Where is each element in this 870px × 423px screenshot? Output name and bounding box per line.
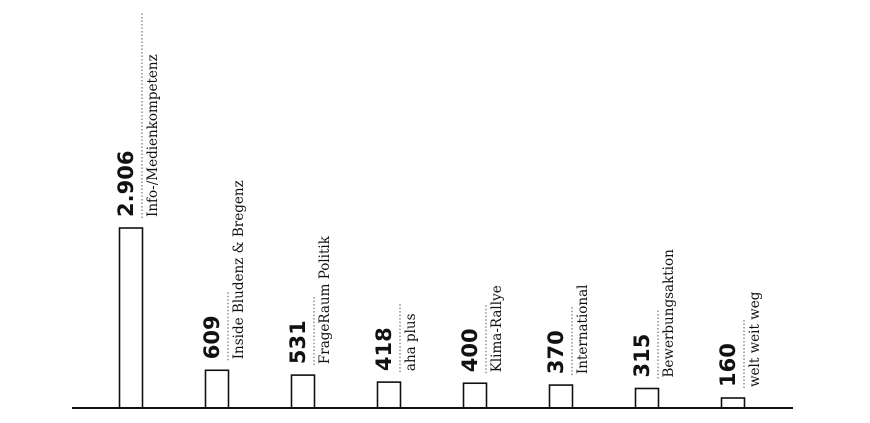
bars: 2.906 Info-/Medienkompetenz 609 Inside Blud…: [114, 12, 763, 409]
value-label-5: 370: [544, 330, 568, 374]
category-label-5: International: [575, 285, 591, 375]
bar-5: [548, 384, 574, 409]
bar-2: [290, 374, 316, 409]
bar-6: [634, 387, 660, 409]
value-label-0: 2.906: [114, 151, 138, 217]
value-label-7: 160: [716, 343, 740, 387]
category-label-2: FrageRaum Politik: [317, 235, 333, 364]
bar-0: [118, 227, 144, 409]
category-label-1: Inside Bludenz & Bregenz: [231, 180, 247, 359]
category-label-7: welt weit weg: [747, 291, 763, 387]
bar-4: [462, 382, 488, 409]
bar-7: [720, 397, 746, 409]
value-label-4: 400: [458, 328, 482, 372]
category-label-4: Klima-Rallye: [489, 285, 505, 372]
value-label-6: 315: [630, 334, 654, 378]
value-label-2: 531: [286, 320, 310, 364]
value-label-1: 609: [200, 315, 224, 359]
bar-1: [204, 369, 230, 409]
category-label-3: aha plus: [403, 313, 419, 371]
category-label-6: Bewerbungsaktion: [661, 249, 677, 378]
bar-3: [376, 381, 402, 409]
value-label-3: 418: [372, 327, 396, 371]
category-label-0: Info-/Medienkompetenz: [145, 54, 161, 217]
